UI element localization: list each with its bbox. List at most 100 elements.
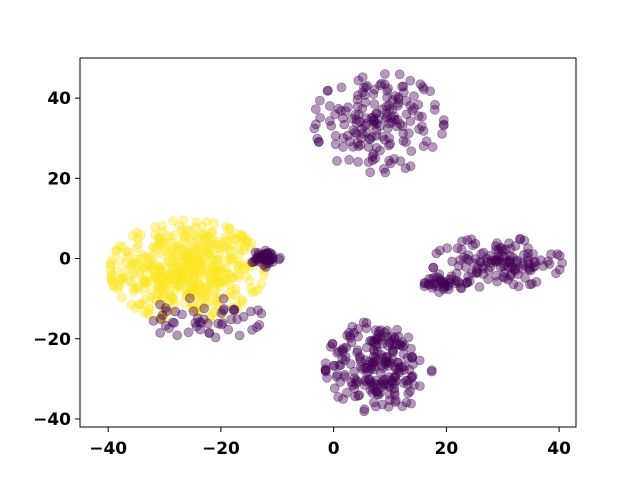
scatter-point xyxy=(528,262,538,273)
scatter-point xyxy=(169,230,180,240)
scatter-point xyxy=(132,283,143,294)
scatter-point xyxy=(385,158,396,169)
scatter-point xyxy=(135,229,146,240)
scatter-point xyxy=(428,262,439,273)
scatter-point xyxy=(183,247,194,258)
scatter-point xyxy=(236,229,247,240)
scatter-point xyxy=(196,317,207,328)
scatter-point xyxy=(179,229,190,240)
scatter-point xyxy=(369,117,380,127)
scatter-point xyxy=(423,278,434,289)
scatter-point xyxy=(190,221,201,232)
scatter-point xyxy=(365,336,375,346)
scatter-point xyxy=(377,399,388,410)
scatter-point xyxy=(363,142,374,152)
scatter-point xyxy=(348,141,358,152)
scatter-point xyxy=(378,362,388,373)
scatter-point xyxy=(173,281,184,292)
scatter-point xyxy=(139,277,150,288)
scatter-point xyxy=(250,256,261,267)
scatter-point xyxy=(205,251,216,262)
scatter-point xyxy=(180,284,191,295)
scatter-point xyxy=(358,317,369,328)
scatter-point xyxy=(263,251,274,262)
scatter-point xyxy=(398,128,409,139)
scatter-point xyxy=(199,290,210,301)
scatter-point xyxy=(183,258,194,269)
scatter-point xyxy=(375,368,386,379)
scatter-point xyxy=(168,278,179,289)
scatter-point xyxy=(117,292,127,303)
scatter-point xyxy=(330,109,341,120)
scatter-point xyxy=(405,75,416,86)
scatter-point xyxy=(166,243,177,254)
scatter-point xyxy=(150,294,161,305)
scatter-point xyxy=(129,283,140,294)
scatter-point xyxy=(237,231,248,241)
scatter-point xyxy=(134,266,145,277)
scatter-point xyxy=(155,234,165,245)
scatter-point xyxy=(384,381,394,392)
scatter-point xyxy=(357,364,368,375)
scatter-point xyxy=(314,95,325,106)
scatter-point xyxy=(529,257,539,268)
scatter-point xyxy=(237,296,248,307)
scatter-point xyxy=(157,249,168,260)
scatter-point xyxy=(253,305,264,316)
scatter-point xyxy=(339,119,350,130)
scatter-point xyxy=(368,337,379,348)
scatter-point xyxy=(395,119,406,129)
scatter-point xyxy=(213,239,224,250)
scatter-point xyxy=(157,237,168,248)
scatter-point xyxy=(218,276,229,287)
scatter-point xyxy=(155,312,166,323)
scatter-point xyxy=(363,157,374,168)
scatter-point xyxy=(176,277,187,288)
scatter-point xyxy=(361,362,372,373)
scatter-point xyxy=(205,273,216,284)
scatter-point xyxy=(112,266,123,277)
scatter-point xyxy=(190,264,201,275)
scatter-point xyxy=(120,264,131,275)
scatter-point xyxy=(510,265,521,276)
scatter-point xyxy=(380,379,391,390)
scatter-point xyxy=(405,100,416,111)
scatter-point xyxy=(517,258,527,269)
scatter-point xyxy=(338,394,349,404)
scatter-point xyxy=(491,257,501,268)
scatter-point xyxy=(407,352,418,363)
scatter-point xyxy=(446,271,457,282)
scatter-point xyxy=(248,256,259,267)
scatter-point xyxy=(425,86,436,97)
scatter-point xyxy=(193,235,204,245)
scatter-point xyxy=(531,276,542,287)
scatter-point xyxy=(344,154,355,165)
scatter-point xyxy=(373,114,383,124)
scatter-point xyxy=(226,285,237,296)
scatter-point xyxy=(164,274,175,285)
scatter-point xyxy=(191,217,202,228)
scatter-point xyxy=(386,375,397,386)
scatter-point xyxy=(390,372,401,383)
scatter-point xyxy=(144,309,155,320)
scatter-point xyxy=(483,265,494,276)
scatter-point xyxy=(184,270,195,280)
scatter-point xyxy=(206,263,217,274)
scatter-point xyxy=(106,268,117,279)
scatter-point xyxy=(172,280,183,291)
scatter-point xyxy=(210,243,221,254)
scatter-point xyxy=(415,79,426,90)
scatter-point xyxy=(354,353,365,364)
scatter-point xyxy=(403,332,414,343)
scatter-point xyxy=(413,111,424,122)
scatter-point xyxy=(313,136,324,147)
scatter-point xyxy=(395,339,406,350)
scatter-point xyxy=(189,230,200,241)
scatter-point xyxy=(348,125,359,136)
scatter-point xyxy=(554,250,565,261)
scatter-point xyxy=(414,124,424,135)
scatter-point xyxy=(312,133,323,144)
scatter-point xyxy=(340,351,351,362)
scatter-point xyxy=(366,360,377,371)
scatter-point xyxy=(135,299,145,310)
